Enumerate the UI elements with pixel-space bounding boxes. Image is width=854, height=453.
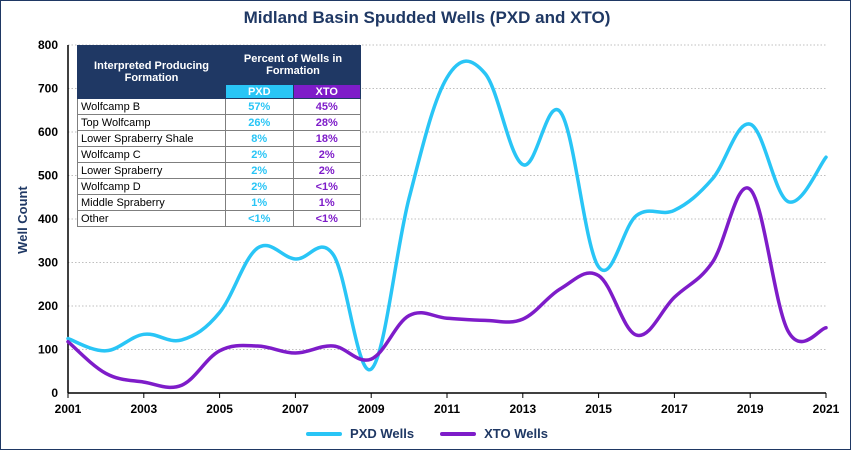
formation-name: Middle Spraberry	[77, 194, 226, 211]
x-tick-label: 2009	[358, 402, 385, 416]
xto-percent: 18%	[292, 130, 361, 147]
y-axis-title: Well Count	[15, 186, 30, 254]
pxd-percent: <1%	[225, 210, 294, 227]
pxd-percent: 2%	[225, 178, 294, 195]
x-tick-label: 2007	[282, 402, 309, 416]
pxd-percent: 2%	[225, 162, 294, 179]
x-tick-label: 2005	[206, 402, 233, 416]
xto-wells-line	[66, 186, 828, 390]
table-col-xto: XTO	[292, 84, 361, 99]
y-tick-label: 300	[38, 256, 58, 270]
y-tick-label: 0	[51, 386, 58, 400]
xto-percent: 1%	[292, 194, 361, 211]
x-tick-label: 2021	[813, 402, 840, 416]
pxd-percent: 2%	[225, 146, 294, 163]
pxd-percent: 57%	[225, 98, 294, 115]
table-row: Lower Spraberry Shale 8% 18%	[77, 130, 361, 147]
formation-name: Wolfcamp B	[77, 98, 226, 115]
chart-title: Midland Basin Spudded Wells (PXD and XTO…	[243, 8, 611, 27]
table-header-formation: Interpreted Producing Formation	[77, 45, 226, 99]
x-tick-label: 2011	[434, 402, 460, 416]
formation-name: Wolfcamp D	[77, 178, 226, 195]
table-row: Wolfcamp B 57% 45%	[77, 98, 361, 115]
x-tick-label: 2003	[130, 402, 157, 416]
xto-percent: 2%	[292, 162, 361, 179]
pxd-percent: 26%	[225, 114, 294, 131]
formation-name: Lower Spraberry	[77, 162, 226, 179]
legend-item-xto: XTO Wells	[440, 426, 548, 441]
table-row: Other <1% <1%	[77, 210, 361, 227]
legend-item-pxd: PXD Wells	[306, 426, 414, 441]
xto-percent: <1%	[292, 178, 361, 195]
x-tick-label: 2017	[661, 402, 688, 416]
formation-name: Wolfcamp C	[77, 146, 226, 163]
table-body: Wolfcamp B 57% 45% Top Wolfcamp 26% 28% Lower …	[77, 98, 361, 227]
legend-label-xto: XTO Wells	[484, 426, 548, 441]
x-tick-label: 2019	[737, 402, 764, 416]
xto-percent: <1%	[292, 210, 361, 227]
y-tick-label: 600	[38, 125, 58, 139]
table-col-pxd: PXD	[225, 84, 294, 99]
y-tick-label: 200	[38, 299, 58, 313]
x-tick-label: 2015	[585, 402, 612, 416]
table-row: Wolfcamp D 2% <1%	[77, 178, 361, 195]
table-header-percent: Percent of Wells in Formation	[225, 45, 361, 85]
x-tick-label: 2013	[509, 402, 536, 416]
xto-percent: 45%	[292, 98, 361, 115]
legend-swatch-pxd	[306, 431, 343, 436]
table-row: Top Wolfcamp 26% 28%	[77, 114, 361, 131]
y-tick-label: 400	[38, 212, 58, 226]
formation-name: Top Wolfcamp	[77, 114, 226, 131]
series-lines	[66, 59, 828, 390]
pxd-wells-line	[66, 59, 828, 372]
xto-percent: 2%	[292, 146, 361, 163]
formation-name: Other	[77, 210, 226, 227]
x-tick-label: 2001	[55, 402, 82, 416]
legend: PXD Wells XTO Wells	[0, 426, 854, 441]
formation-table: Interpreted Producing Formation Percent …	[77, 45, 361, 227]
y-tick-label: 700	[38, 82, 58, 96]
pxd-percent: 8%	[225, 130, 294, 147]
y-tick-label: 100	[38, 343, 58, 357]
table-row: Wolfcamp C 2% 2%	[77, 146, 361, 163]
table-row: Lower Spraberry 2% 2%	[77, 162, 361, 179]
legend-swatch-xto	[440, 431, 477, 436]
y-tick-label: 800	[38, 38, 58, 52]
y-tick-label: 500	[38, 169, 58, 183]
xto-percent: 28%	[292, 114, 361, 131]
table-row: Middle Spraberry 1% 1%	[77, 194, 361, 211]
axes: 0 100 200 300 400 500 600 700 800 2001 2003 2005 200…	[38, 38, 840, 416]
pxd-percent: 1%	[225, 194, 294, 211]
legend-label-pxd: PXD Wells	[350, 426, 415, 441]
formation-name: Lower Spraberry Shale	[77, 130, 226, 147]
